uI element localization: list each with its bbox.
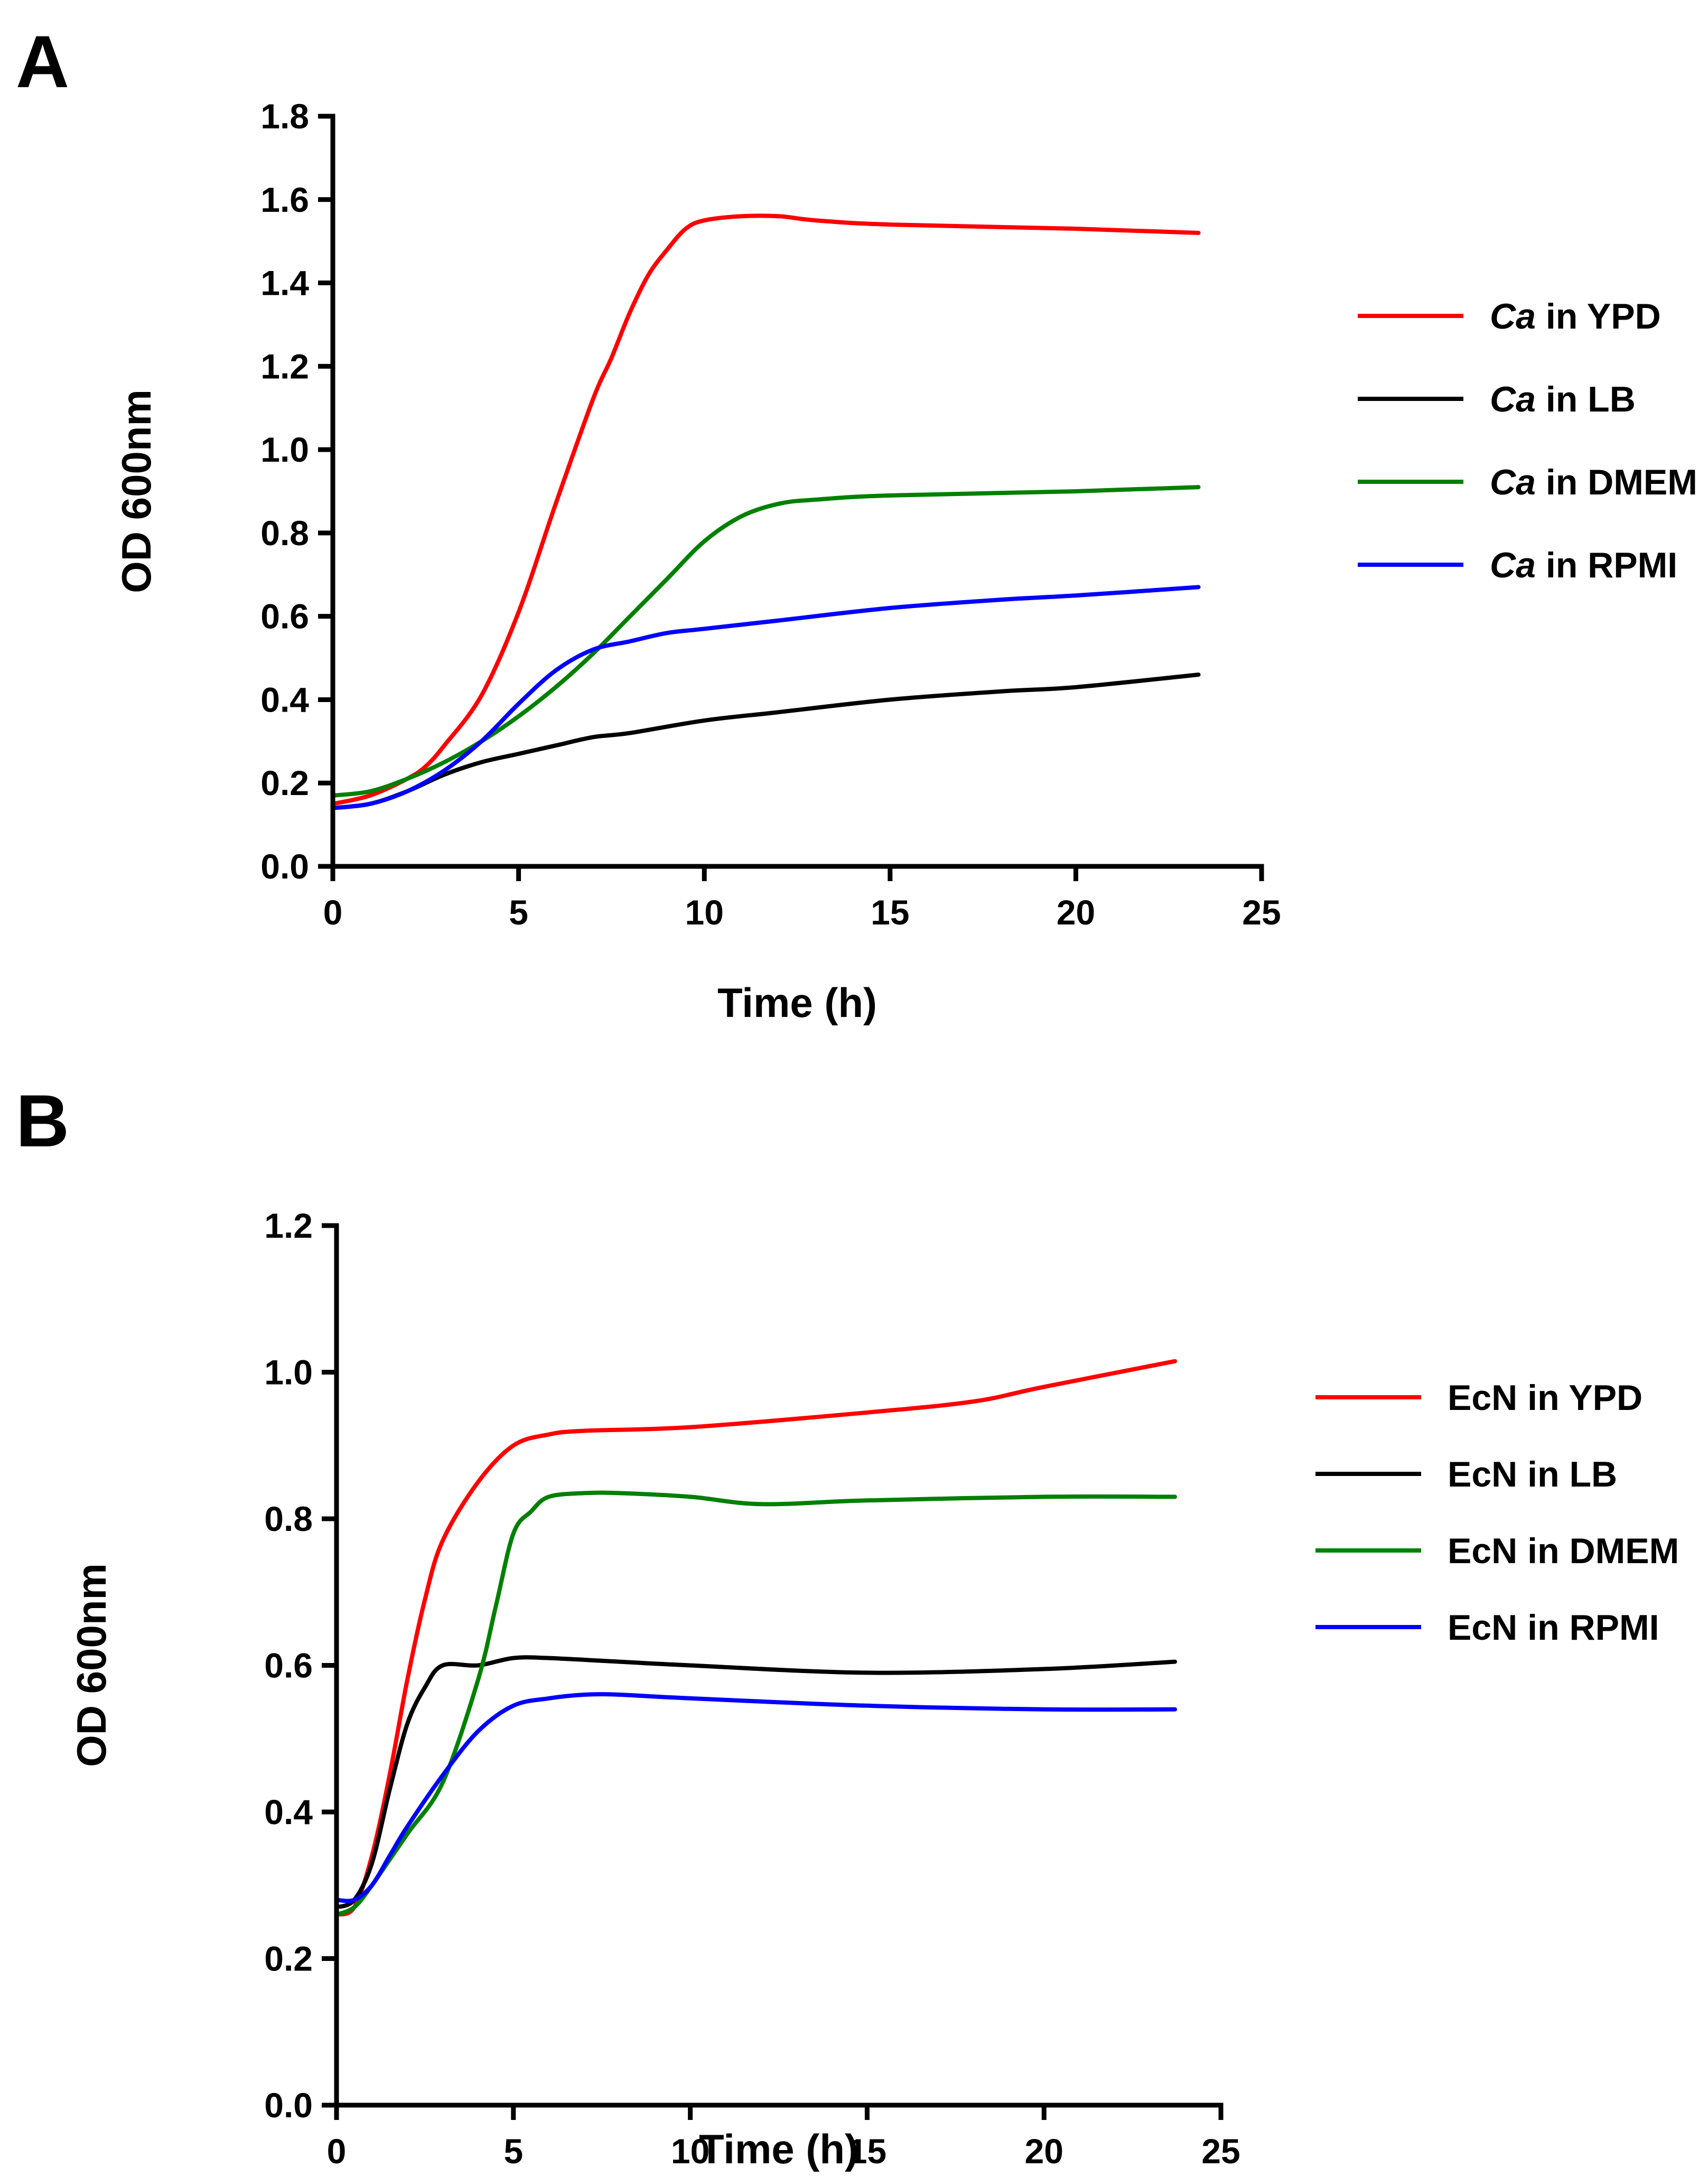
panel-a-legend-label-text: in RPMI: [1536, 545, 1677, 585]
panel-b-y-tick-label: 0.0: [264, 2086, 313, 2125]
panel-b-legend-label-text: EcN in LB: [1448, 1454, 1617, 1494]
panel-b-y-axis-title: OD 600nm: [68, 1563, 115, 1767]
panel-a-series-line-4: [331, 585, 1201, 810]
panel-b-legend-label-4: EcN in RPMI: [1448, 1608, 1659, 1648]
panel-b-series-line-3: [334, 1490, 1177, 1917]
panel-b-y-tick-label: 0.8: [264, 1499, 313, 1538]
panel-b-legend-label-2: EcN in LB: [1448, 1454, 1617, 1494]
panel-b-y-tick-label: 1.0: [264, 1353, 313, 1392]
panel-b-y-tick-label: 0.2: [264, 1939, 313, 1978]
panel-b-series-line-4: [334, 1692, 1177, 1903]
panel-a-legend-label-3: Ca in DMEM: [1490, 462, 1697, 502]
panel-b-x-tick-label: 10: [671, 2132, 710, 2171]
panel-a-y-tick-label: 1.0: [260, 430, 309, 469]
panel-a-legend-label-4: Ca in RPMI: [1490, 545, 1677, 585]
panel-b-series-line-2: [334, 1655, 1177, 1910]
panel-a-y-tick-label: 1.4: [260, 264, 309, 303]
panel-b-x-tick-label: 25: [1201, 2132, 1240, 2171]
panel-b-x-tick-label: 0: [327, 2132, 347, 2171]
panel-b-y-tick-label: 0.6: [264, 1646, 313, 1685]
panel-a-y-tick-label: 1.6: [260, 180, 309, 219]
panel-a-legend-label-italic: Ca: [1490, 545, 1536, 585]
panel-b-x-tick-label: 15: [848, 2132, 886, 2171]
panel-b-ticks: 0.0 0.2 0.4 0.6 0.8 1.0 1.2 0 5 10 15 20 25: [264, 1206, 1240, 2171]
chart-panel-a: 0.0 0.2 0.4 0.6 0.8 1.0 1.2 1.4 1.6 1.8 0 5 10 15 20 25…: [113, 97, 1697, 1026]
panel-a-y-tick-label: 0.2: [260, 763, 309, 802]
panel-a-series-line-2: [331, 672, 1201, 810]
panel-a-x-tick-label: 10: [685, 893, 723, 932]
panel-b-x-tick-label: 20: [1024, 2132, 1063, 2171]
panel-b-x-axis-title: Time (h): [699, 2126, 858, 2172]
panel-b-legend-label-text: EcN in YPD: [1448, 1378, 1642, 1418]
panel-a-legend-label-1: Ca in YPD: [1490, 296, 1661, 337]
panel-b-series-line-1: [334, 1359, 1177, 1917]
panel-label-b: B: [16, 1079, 69, 1162]
panel-a-x-tick-label: 5: [509, 893, 528, 932]
panel-a-x-tick-label: 20: [1057, 893, 1095, 932]
panel-a-y-tick-label: 0.4: [260, 680, 309, 719]
panel-a-series: [331, 213, 1201, 810]
panel-b-legend-label-text: EcN in RPMI: [1448, 1608, 1659, 1648]
panel-b-y-tick-label: 1.2: [264, 1206, 313, 1245]
panel-a-y-tick-label: 0.0: [260, 847, 309, 886]
panel-a-x-tick-label: 0: [323, 893, 343, 932]
panel-a-x-axis-title: Time (h): [717, 979, 877, 1026]
panel-a-series-line-3: [331, 485, 1201, 798]
panel-a-legend-label-text: in LB: [1536, 379, 1636, 419]
panel-a-legend-label-italic: Ca: [1490, 379, 1536, 419]
panel-a-y-tick-label: 1.2: [260, 347, 309, 386]
panel-a-legend-label-2: Ca in LB: [1490, 379, 1636, 419]
panel-b-y-tick-label: 0.4: [264, 1792, 313, 1832]
panel-b-x-tick-label: 5: [503, 2132, 523, 2171]
panel-a-ticks: 0.0 0.2 0.4 0.6 0.8 1.0 1.2 1.4 1.6 1.8 0 5 10 15 20 25: [260, 97, 1281, 932]
panel-a-y-tick-label: 0.8: [260, 513, 309, 553]
panel-a-y-axis-title: OD 600nm: [113, 389, 160, 593]
panel-a-legend-label-italic: Ca: [1490, 296, 1536, 337]
panel-b-legend-label-1: EcN in YPD: [1448, 1378, 1642, 1418]
panel-a-x-tick-label: 25: [1242, 893, 1281, 932]
panel-a-y-tick-label: 0.6: [260, 597, 309, 636]
panel-a-y-tick-label: 1.8: [260, 97, 309, 136]
panel-label-a: A: [16, 20, 69, 103]
panel-a-legend-label-text: in YPD: [1536, 296, 1661, 337]
panel-a-x-tick-label: 15: [871, 893, 909, 932]
panel-b-legend-label-3: EcN in DMEM: [1448, 1531, 1679, 1571]
panel-a-legend-label-text: in DMEM: [1536, 462, 1697, 502]
panel-b-series: [334, 1359, 1177, 1917]
panel-a-legend-label-italic: Ca: [1490, 462, 1536, 502]
chart-panel-b: 0.0 0.2 0.4 0.6 0.8 1.0 1.2 0 5 10 15 20 25 Time (h)…: [68, 1206, 1679, 2172]
panel-b-legend: EcN in YPD EcN in LB EcN in DMEM EcN in RPM…: [1315, 1378, 1679, 1648]
panel-a-series-line-1: [331, 213, 1201, 806]
panel-b-legend-label-text: EcN in DMEM: [1448, 1531, 1679, 1571]
